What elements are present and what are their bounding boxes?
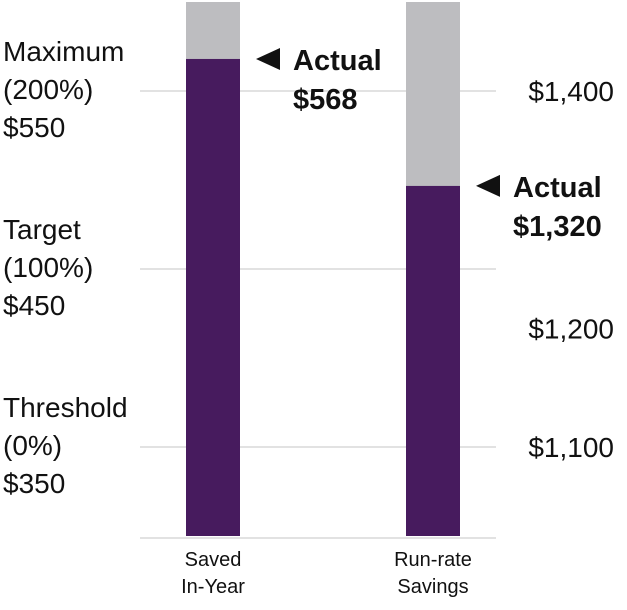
left-axis-tick-label: (200%) (3, 74, 93, 105)
category-label: Savings (397, 576, 468, 598)
labels: Maximum (200%) $550 Target (100%) $450 Thresho… (3, 36, 614, 598)
left-axis-tick-label: (100%) (3, 252, 93, 283)
left-axis-tick-label: Threshold (3, 392, 128, 423)
actual-marker-icon (476, 174, 500, 197)
left-axis-tick-label: Target (3, 214, 81, 245)
category-label: Run-rate (394, 549, 472, 571)
bar-actual-segment (406, 185, 460, 536)
actual-label: Actual (293, 45, 382, 77)
actual-value-label: $1,320 (513, 211, 602, 243)
right-axis-tick-label: $1,100 (528, 432, 614, 463)
right-axis-tick-label: $1,200 (528, 313, 614, 344)
actual-marker-icon (256, 47, 280, 70)
category-label: Saved (185, 549, 242, 571)
actual-label: Actual (513, 172, 602, 204)
left-axis-tick-label: $450 (3, 290, 65, 321)
left-axis-tick-label: (0%) (3, 430, 62, 461)
actual-value-label: $568 (293, 84, 358, 116)
left-axis-tick-label: Maximum (3, 36, 124, 67)
category-label: In-Year (181, 576, 245, 598)
left-axis-tick-label: $350 (3, 468, 65, 499)
left-axis-tick-label: $550 (3, 112, 65, 143)
right-axis-tick-label: $1,400 (528, 76, 614, 107)
bar-actual-segment (186, 58, 240, 537)
bars (186, 2, 500, 537)
